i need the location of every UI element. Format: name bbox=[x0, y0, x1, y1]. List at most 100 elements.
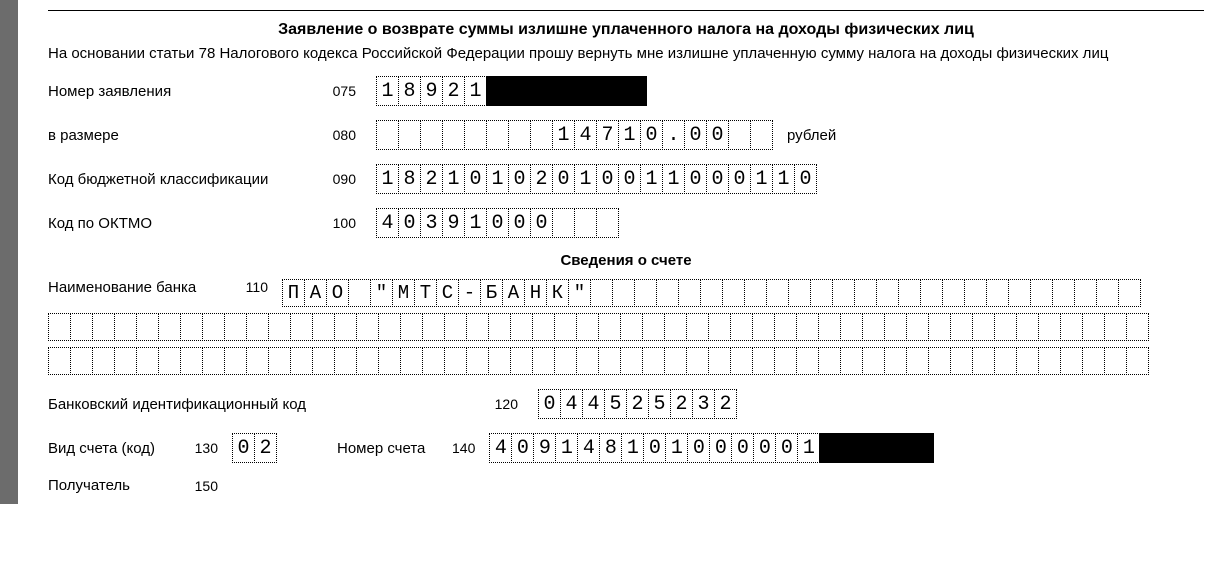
cell bbox=[642, 347, 665, 375]
cell: 1 bbox=[772, 164, 795, 194]
cell bbox=[444, 313, 467, 341]
cell: А bbox=[502, 279, 525, 307]
cell: 2 bbox=[530, 164, 553, 194]
cell: 1 bbox=[574, 164, 597, 194]
cell bbox=[114, 313, 137, 341]
cell: 0 bbox=[709, 433, 732, 463]
cell bbox=[950, 313, 973, 341]
cell bbox=[466, 313, 489, 341]
cell bbox=[906, 313, 929, 341]
cell: П bbox=[282, 279, 305, 307]
cell bbox=[876, 279, 899, 307]
page-gutter bbox=[0, 0, 18, 504]
code-bank-name: 110 bbox=[228, 279, 268, 307]
label-bank-name: Наименование банка bbox=[48, 279, 228, 307]
cell bbox=[972, 313, 995, 341]
cell bbox=[906, 347, 929, 375]
row-account: Вид счета (код) 130 02 Номер счета 140 4… bbox=[48, 433, 1204, 463]
cell bbox=[730, 313, 753, 341]
bank-name-block: Наименование банка 110 ПАО"МТС-БАНК" bbox=[48, 279, 1204, 375]
cell bbox=[634, 279, 657, 307]
cell bbox=[420, 120, 443, 150]
cell bbox=[686, 347, 709, 375]
cell: 1 bbox=[464, 76, 487, 106]
cell: Т bbox=[414, 279, 437, 307]
cell: - bbox=[458, 279, 481, 307]
cells-bank-line-1: ПАО"МТС-БАНК" bbox=[282, 279, 1141, 307]
cell: 3 bbox=[692, 389, 715, 419]
cell: " bbox=[568, 279, 591, 307]
cell: 1 bbox=[376, 76, 399, 106]
cell bbox=[378, 313, 401, 341]
cell bbox=[854, 279, 877, 307]
cell: 0 bbox=[464, 164, 487, 194]
cell bbox=[356, 313, 379, 341]
row-bik: Банковский идентификационный код 120 044… bbox=[48, 389, 1204, 419]
code-acct-type: 130 bbox=[178, 440, 218, 456]
cell bbox=[818, 347, 841, 375]
cell bbox=[744, 279, 767, 307]
cell: 1 bbox=[797, 433, 820, 463]
cell bbox=[884, 347, 907, 375]
cell: 5 bbox=[604, 389, 627, 419]
cell bbox=[730, 347, 753, 375]
cell: 9 bbox=[533, 433, 556, 463]
cell bbox=[1096, 279, 1119, 307]
cell bbox=[422, 347, 445, 375]
cell bbox=[774, 347, 797, 375]
cell bbox=[180, 347, 203, 375]
label-acct-type: Вид счета (код) bbox=[48, 440, 178, 457]
cell: 4 bbox=[577, 433, 600, 463]
cell bbox=[530, 120, 553, 150]
cell: 4 bbox=[574, 120, 597, 150]
cell bbox=[972, 347, 995, 375]
cell bbox=[920, 279, 943, 307]
cell: 1 bbox=[665, 433, 688, 463]
cell: 0 bbox=[552, 164, 575, 194]
code-recipient: 150 bbox=[178, 478, 218, 494]
bank-line-3 bbox=[48, 347, 1204, 375]
cell bbox=[840, 347, 863, 375]
cell: 2 bbox=[670, 389, 693, 419]
cell bbox=[532, 313, 555, 341]
cell: 0 bbox=[706, 120, 729, 150]
cell: 2 bbox=[626, 389, 649, 419]
cell: 1 bbox=[486, 164, 509, 194]
cell: 2 bbox=[254, 433, 277, 463]
cell bbox=[994, 347, 1017, 375]
cell: 1 bbox=[555, 433, 578, 463]
code-bik: 120 bbox=[398, 396, 518, 412]
cell: Б bbox=[480, 279, 503, 307]
cell bbox=[788, 279, 811, 307]
redacted-block bbox=[486, 76, 647, 106]
cell: 8 bbox=[599, 433, 622, 463]
cell: М bbox=[392, 279, 415, 307]
cell: 8 bbox=[398, 164, 421, 194]
cell bbox=[1016, 313, 1039, 341]
form-intro: На основании статьи 78 Налогового кодекс… bbox=[48, 45, 1204, 62]
label-recipient: Получатель bbox=[48, 477, 178, 494]
form-title: Заявление о возврате суммы излишне уплач… bbox=[48, 21, 1204, 39]
cell bbox=[376, 120, 399, 150]
cell: 0 bbox=[232, 433, 255, 463]
label-application-number: Номер заявления bbox=[48, 83, 308, 100]
cell: 0 bbox=[530, 208, 553, 238]
cell bbox=[158, 347, 181, 375]
cell bbox=[678, 279, 701, 307]
cell: 0 bbox=[643, 433, 666, 463]
cell: 0 bbox=[684, 120, 707, 150]
cell bbox=[664, 313, 687, 341]
cell: " bbox=[370, 279, 393, 307]
cell: 1 bbox=[552, 120, 575, 150]
row-amount: в размере 080 14710.00 рублей bbox=[48, 120, 1204, 150]
cell bbox=[574, 208, 597, 238]
cell bbox=[752, 313, 775, 341]
cell bbox=[576, 313, 599, 341]
cell bbox=[950, 347, 973, 375]
cell bbox=[136, 347, 159, 375]
page-margin bbox=[18, 0, 48, 504]
cells-bank-line-3 bbox=[48, 347, 1149, 375]
cell bbox=[398, 120, 421, 150]
cell: 0 bbox=[684, 164, 707, 194]
row-kbk: Код бюджетной классификации 090 18210102… bbox=[48, 164, 1204, 194]
